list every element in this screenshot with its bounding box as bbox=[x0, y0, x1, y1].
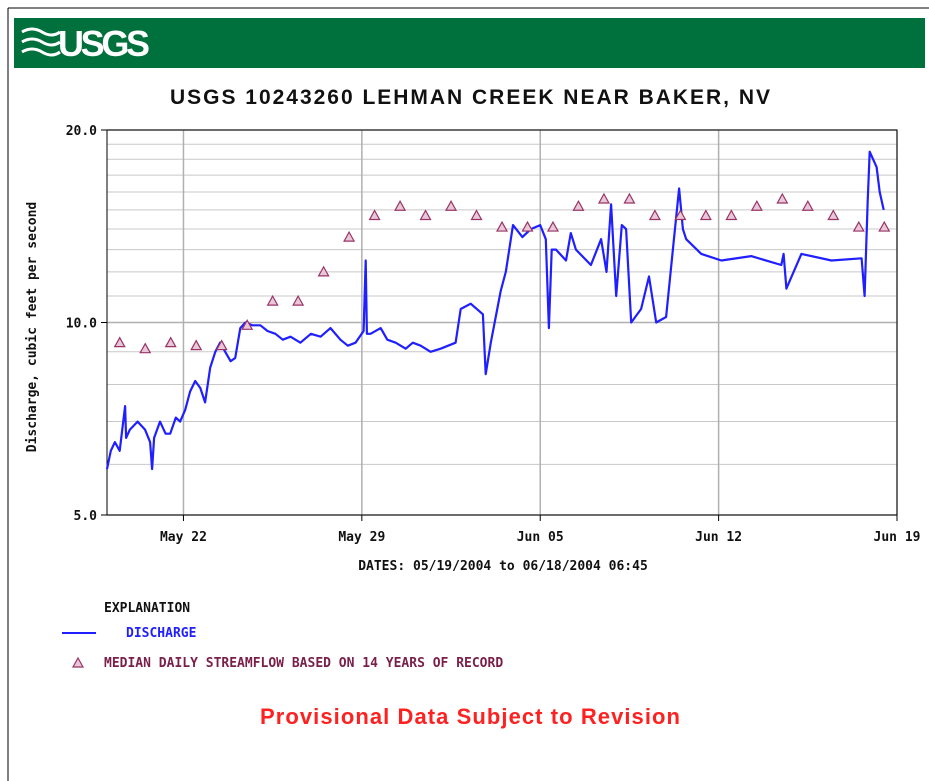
y-tick-label: 10.0 bbox=[66, 317, 97, 332]
x-tick-label: May 22 bbox=[160, 530, 207, 545]
median-marker bbox=[648, 209, 661, 221]
y-axis-label: Discharge, cubic feet per second bbox=[25, 202, 40, 452]
legend-label: DISCHARGE bbox=[126, 626, 196, 641]
median-marker bbox=[343, 230, 356, 242]
median-marker bbox=[521, 220, 534, 232]
median-marker bbox=[878, 220, 891, 232]
median-marker bbox=[241, 319, 254, 330]
median-marker bbox=[445, 199, 458, 211]
median-marker bbox=[750, 199, 763, 211]
y-tick-label: 20.0 bbox=[66, 124, 97, 139]
median-marker bbox=[674, 209, 687, 221]
median-marker bbox=[317, 265, 330, 277]
median-marker bbox=[725, 209, 738, 221]
legend-label: MEDIAN DAILY STREAMFLOW BASED ON 14 YEAR… bbox=[104, 656, 503, 671]
median-marker bbox=[801, 199, 814, 211]
median-marker bbox=[419, 209, 432, 221]
median-marker bbox=[113, 336, 126, 348]
median-marker bbox=[852, 220, 865, 232]
median-marker bbox=[776, 192, 789, 204]
median-marker bbox=[699, 209, 712, 221]
median-marker bbox=[292, 294, 305, 306]
median-marker bbox=[470, 209, 483, 221]
discharge-line bbox=[105, 150, 885, 471]
median-marker bbox=[266, 294, 279, 306]
logo: USGS bbox=[58, 23, 150, 64]
median-marker bbox=[368, 209, 381, 221]
x-tick-label: May 29 bbox=[338, 530, 385, 545]
median-marker bbox=[394, 199, 407, 211]
y-tick-label: 5.0 bbox=[74, 509, 98, 524]
median-marker bbox=[190, 339, 203, 351]
median-marker bbox=[546, 220, 559, 232]
x-tick-label: Jun 05 bbox=[517, 530, 564, 545]
legend-marker bbox=[71, 656, 85, 668]
chart-title: USGS 10243260 LEHMAN CREEK NEAR BAKER, N… bbox=[170, 86, 770, 109]
banner bbox=[14, 18, 925, 68]
median-marker bbox=[139, 342, 152, 354]
median-marker bbox=[827, 209, 840, 221]
legend-title: EXPLANATION bbox=[104, 601, 190, 616]
median-marker bbox=[164, 336, 177, 348]
median-marker bbox=[215, 339, 228, 351]
x-tick-label: Jun 12 bbox=[695, 530, 742, 545]
median-marker bbox=[495, 220, 509, 232]
median-marker bbox=[597, 192, 610, 204]
plot-border bbox=[106, 129, 898, 516]
x-tick-label: Jun 19 bbox=[874, 530, 921, 545]
logo-icon bbox=[21, 27, 61, 57]
median-marker bbox=[572, 199, 585, 211]
median-marker bbox=[623, 192, 636, 204]
note: Provisional Data Subject to Revision bbox=[260, 704, 680, 729]
x-axis-label: DATES: 05/19/2004 to 06/18/2004 06:45 bbox=[358, 559, 648, 574]
